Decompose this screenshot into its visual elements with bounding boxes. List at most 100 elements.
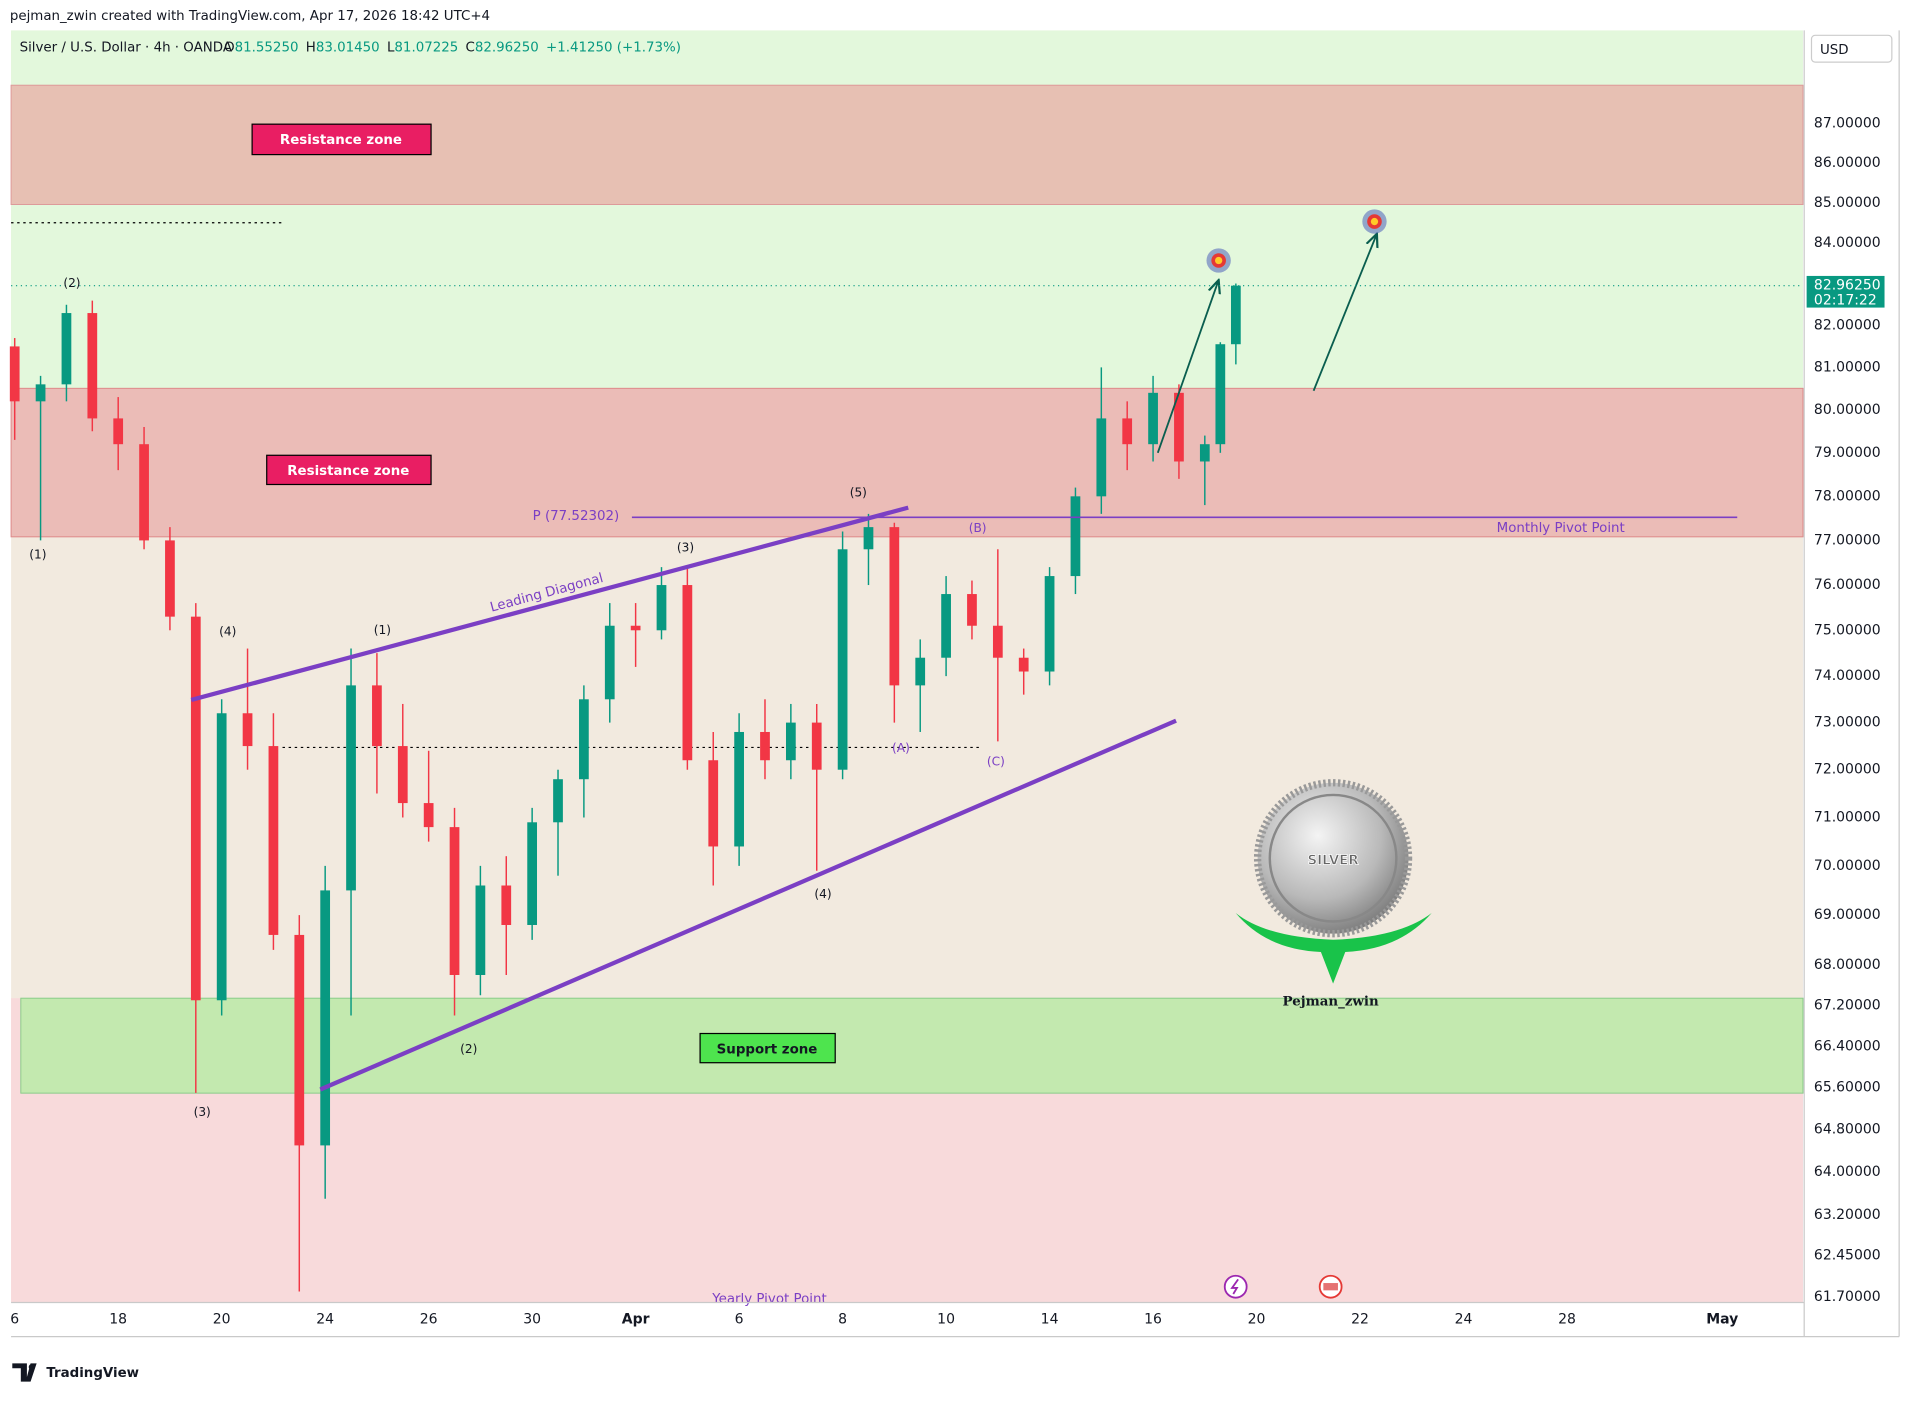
candle-body (294, 934, 305, 1146)
candle-body (501, 885, 512, 925)
badge-text: SILVER (1308, 854, 1360, 869)
change: +1.41250 (+1.73%) (546, 40, 681, 55)
candle-body (1070, 496, 1081, 577)
candle-body (242, 713, 253, 747)
x-tick-label: 8 (838, 1312, 847, 1328)
candle-body (811, 722, 822, 770)
currency-box[interactable] (1810, 34, 1893, 63)
candle-body (216, 713, 227, 1001)
wave-label: (4) (814, 887, 831, 901)
x-tick-label: 22 (1351, 1312, 1369, 1328)
zone-text: Resistance zone (287, 464, 409, 479)
x-tick-label: May (1706, 1312, 1738, 1328)
y-tick-label: 75.00000 (1814, 622, 1881, 638)
arrow (1312, 234, 1377, 392)
author: Pejman_zwin (1283, 993, 1379, 1009)
x-tick-label: 26 (420, 1312, 438, 1328)
yearly-pivot-label: Yearly Pivot Point (711, 1292, 827, 1307)
x-tick-label: 30 (523, 1312, 541, 1328)
wave-label: (C) (987, 755, 1005, 769)
y-tick-label: 80.00000 (1814, 402, 1881, 418)
candle-body (1215, 344, 1226, 445)
arrow (1156, 280, 1219, 454)
y-tick-label: 73.00000 (1814, 715, 1881, 731)
ohlc-label: H (306, 40, 316, 55)
trendline (319, 718, 1177, 1092)
candle-body (734, 731, 744, 847)
candle-body (1018, 657, 1029, 672)
wave-label: (A) (892, 741, 910, 755)
candle-body (113, 418, 124, 445)
watermark: SILVER Pejman_zwin (1235, 779, 1432, 1009)
x-tick-label: 14 (1041, 1312, 1059, 1328)
candle-body (863, 527, 874, 550)
x-tick-label: 16 (1144, 1312, 1162, 1328)
candle-body (760, 731, 770, 761)
candle-body (941, 594, 951, 658)
trendline (190, 505, 909, 703)
y-tick-label: 76.00000 (1814, 577, 1881, 593)
candle-body (1174, 392, 1184, 462)
icon (1223, 1274, 1248, 1299)
candle-body (553, 779, 563, 823)
x-tick-label: Apr (622, 1312, 650, 1328)
ohlc-value: 81.07225 (394, 40, 458, 55)
ohlc-value: 83.01450 (316, 40, 380, 55)
candle-body (475, 885, 486, 975)
candle-body (87, 313, 98, 419)
y-tick-label: 63.20000 (1814, 1207, 1881, 1223)
x-tick-label: 18 (109, 1312, 127, 1328)
candle-body (915, 657, 926, 686)
y-tick-label: 85.00000 (1814, 195, 1881, 211)
y-tick-label: 79.00000 (1814, 445, 1881, 461)
x-tick-label: 6 (10, 1312, 19, 1328)
candle-body (397, 746, 408, 804)
y-tick-label: 65.60000 (1814, 1080, 1881, 1096)
y-tick-label: 77.00000 (1814, 532, 1881, 548)
candle-body (1230, 285, 1241, 345)
y-tick-label: 81.00000 (1814, 359, 1881, 375)
y-tick-label: 64.00000 (1814, 1164, 1881, 1180)
y-tick-label: 87.00000 (1814, 115, 1881, 131)
pivot-label: P (77.52302) (533, 509, 620, 524)
candle-body (190, 616, 201, 1001)
ohlc-value: 81.55250 (235, 40, 299, 55)
wave-label: (5) (850, 486, 867, 500)
pivot-name: Monthly Pivot Point (1497, 521, 1625, 536)
y-tick-label: 69.00000 (1814, 907, 1881, 923)
ohlc-label: L (387, 40, 395, 55)
y-tick-label: 78.00000 (1814, 488, 1881, 504)
candle-body (656, 585, 667, 631)
candle-body (35, 384, 46, 402)
last-price-tag (1806, 275, 1885, 308)
y-tick-label: 66.40000 (1814, 1038, 1881, 1054)
candle-body (1148, 392, 1158, 445)
candle-body (1044, 576, 1055, 672)
wave-label: (2) (460, 1042, 477, 1056)
support-zone (20, 997, 1804, 1094)
candle-body (165, 540, 175, 617)
wave-label: (3) (194, 1105, 211, 1119)
candle-body (837, 549, 848, 770)
currency[interactable]: USD (1820, 43, 1849, 58)
icon (1318, 1274, 1343, 1299)
candle-body (139, 444, 149, 541)
x-tick-label: 20 (1248, 1312, 1266, 1328)
wave-label: (B) (969, 521, 987, 535)
y-tick-label: 67.20000 (1814, 997, 1881, 1013)
candles (9, 283, 1241, 1292)
x-tick-label: 24 (1455, 1312, 1473, 1328)
candle-body (967, 594, 977, 626)
x-tick-label: 6 (735, 1312, 744, 1328)
zone-text: Resistance zone (280, 133, 402, 148)
candle-body (889, 527, 900, 686)
y-tick-label: 82.00000 (1814, 318, 1881, 334)
candle-body (346, 685, 356, 891)
y-tick-label: 86.00000 (1814, 155, 1881, 171)
green-zone (11, 30, 1803, 389)
ohlc: O81.55250 H83.01450 L81.07225 C82.96250 +1.4… (224, 40, 681, 55)
candle-body (1096, 418, 1107, 497)
x-tick-label: 28 (1558, 1312, 1576, 1328)
ohlc-value: 82.96250 (475, 40, 539, 55)
wave-label: (1) (374, 623, 391, 637)
